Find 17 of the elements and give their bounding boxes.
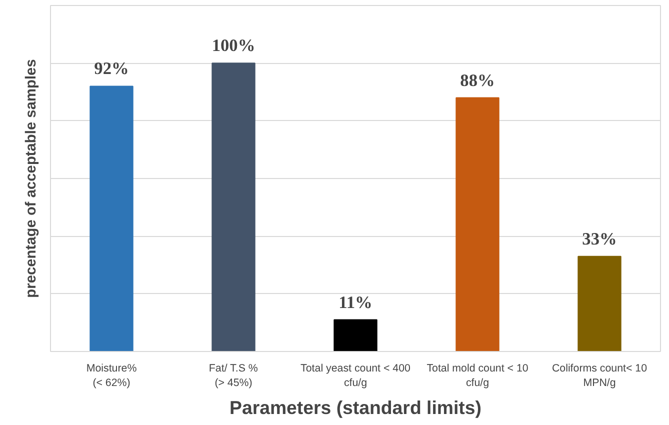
x-tick-label: Coliforms count< 10 MPN/g xyxy=(552,362,648,389)
bar xyxy=(90,86,134,352)
bar xyxy=(456,97,500,352)
x-tick-label: Moisture% (< 62%) xyxy=(86,362,138,389)
x-tick-label: Total mold count < 10 cfu/g xyxy=(426,362,528,389)
data-label: 11% xyxy=(338,292,372,312)
data-label: 33% xyxy=(582,229,617,248)
data-label: 92% xyxy=(94,59,129,78)
x-tick-label: Total yeast count < 400 cfu/g xyxy=(300,362,411,389)
data-label: 100% xyxy=(212,36,256,56)
x-axis-title: Parameters (standard limits) xyxy=(230,396,482,418)
bar xyxy=(212,62,256,352)
data-label: 88% xyxy=(460,70,495,90)
y-axis-title: precentage of acceptable samples xyxy=(24,59,40,298)
x-tick-label: Fat/ T.S % (> 45%) xyxy=(208,362,258,389)
bar xyxy=(334,319,378,352)
bar xyxy=(578,256,622,352)
